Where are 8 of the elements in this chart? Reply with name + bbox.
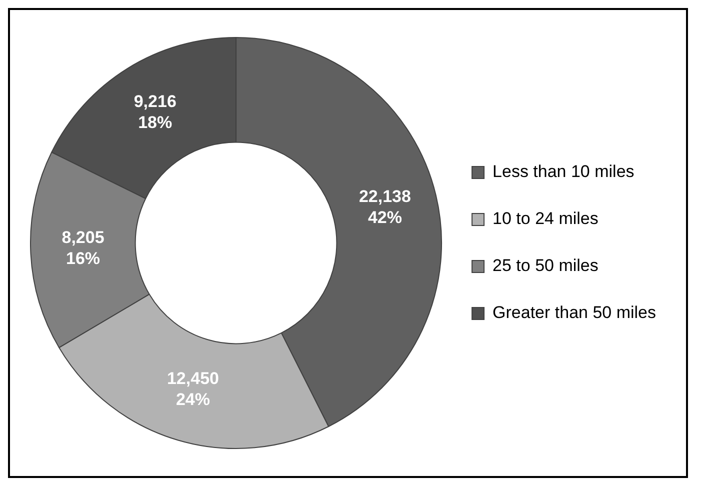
data-label: 9,216 18% [134, 92, 176, 132]
data-label: 12,450 24% [166, 369, 219, 410]
legend-label: 25 to 50 miles [492, 256, 598, 276]
legend-label: Greater than 50 miles [492, 303, 656, 322]
data-label: 22,138 42% [358, 186, 411, 227]
legend-label: Less than 10 miles [492, 162, 634, 182]
data-label: 8,205 16% [62, 228, 104, 268]
legend-label: 10 to 24 miles [492, 209, 598, 228]
